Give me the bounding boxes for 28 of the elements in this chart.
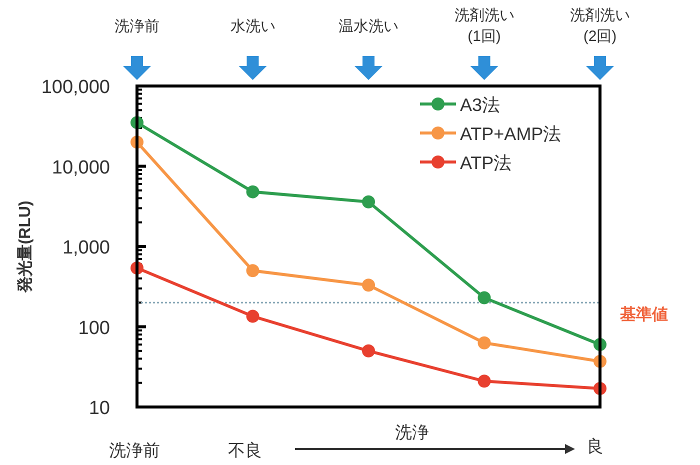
text: 不良: [228, 441, 262, 460]
text: 洗浄: [395, 423, 429, 442]
point: [362, 195, 375, 208]
y-axis-title: 発光量(RLU): [16, 200, 34, 294]
legend-label: ATP+AMP法: [460, 124, 562, 144]
text: 良: [586, 437, 604, 456]
point: [478, 291, 491, 304]
legend-label: A3法: [460, 95, 500, 115]
x-tick-label: 温水洗い: [338, 18, 398, 35]
point: [246, 185, 260, 198]
point: [246, 310, 260, 323]
x-tick-label: 洗浄前: [114, 18, 160, 35]
x-tick-label: 洗剤洗い (2回): [570, 7, 630, 45]
y-tick-label: 10,000: [52, 157, 110, 178]
point: [362, 278, 375, 292]
text: 洗浄前: [109, 441, 160, 460]
ref-line-label: 基準値: [619, 306, 668, 324]
legend-label: ATP法: [460, 153, 512, 173]
y-tick-label: 1,000: [62, 238, 110, 258]
point: [362, 344, 375, 358]
x-tick-label: 水洗い: [230, 18, 276, 35]
y-tick-label: 100,000: [41, 77, 110, 98]
y-tick-label: 100: [78, 318, 110, 339]
point: [478, 374, 491, 388]
y-tick-label: 10: [88, 398, 110, 419]
point: [478, 336, 491, 350]
x-tick-label: 洗剤洗い (1回): [454, 7, 514, 45]
point: [246, 264, 260, 278]
